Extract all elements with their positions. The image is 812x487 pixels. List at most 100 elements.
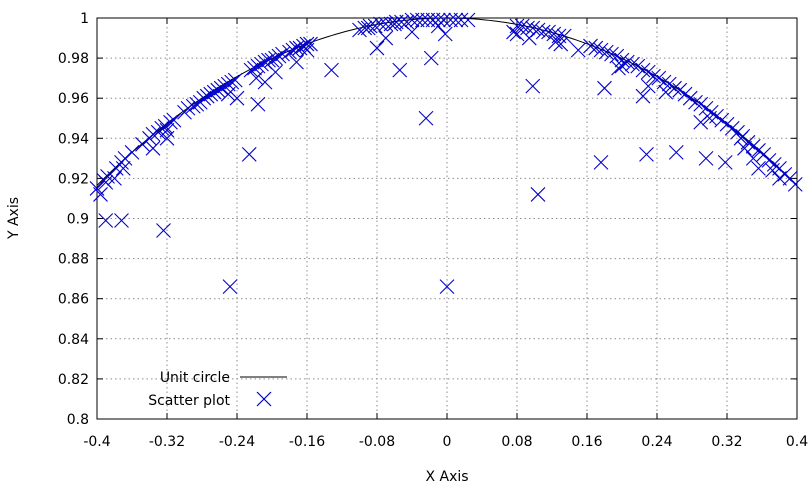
scatter-point <box>282 44 297 60</box>
y-tick-label: 0.98 <box>58 51 89 67</box>
scatter-point <box>222 279 238 295</box>
scatter-point <box>639 146 654 162</box>
scatter-point <box>220 86 236 102</box>
x-axis-title: X Axis <box>425 469 468 485</box>
scatter-point <box>460 12 476 28</box>
scatter-point <box>387 16 402 32</box>
scatter-point <box>250 58 266 74</box>
scatter-point <box>667 80 682 96</box>
scatter-point <box>404 12 420 28</box>
scatter-point <box>556 28 572 44</box>
scatter-point <box>614 58 630 74</box>
scatter-point <box>357 20 373 36</box>
scatter-point <box>117 150 133 166</box>
scatter-point <box>640 78 656 94</box>
scatter-point <box>598 44 614 60</box>
scatter-point <box>604 46 619 62</box>
y-tick-label: 1 <box>80 11 89 27</box>
x-tick-label: -0.32 <box>149 434 185 450</box>
scatter-point <box>430 12 446 28</box>
scatter-point <box>437 26 453 42</box>
scatter-point <box>702 110 717 126</box>
scatter-point <box>583 38 598 54</box>
y-tick-label: 0.82 <box>58 372 89 388</box>
scatter-point <box>166 112 182 128</box>
scatter-point <box>98 213 114 228</box>
scatter-point <box>229 90 245 106</box>
scatter-point <box>145 126 161 142</box>
scatter-point <box>415 12 430 28</box>
scatter-point <box>693 114 709 130</box>
scatter-point <box>588 40 604 56</box>
scatter-point <box>570 42 586 58</box>
scatter-point <box>635 88 651 104</box>
scatter-point <box>525 78 541 94</box>
scatter-point <box>525 20 541 36</box>
scatter-point <box>203 86 219 102</box>
x-tick-label: -0.08 <box>359 434 395 450</box>
scatter-point <box>635 62 651 78</box>
scatter-point <box>163 114 178 130</box>
scatter-point <box>593 154 609 170</box>
scatter-point <box>611 60 626 76</box>
scatter-point <box>369 40 385 56</box>
scatter-point <box>521 30 537 46</box>
scatter-point <box>448 12 464 28</box>
x-tick-label: 0.16 <box>571 434 602 450</box>
x-tick-label: -0.4 <box>83 434 110 450</box>
legend-label-scatter-plot: Scatter plot <box>148 393 230 409</box>
scatter-point <box>392 62 408 78</box>
scatter-point <box>409 12 425 28</box>
scatter-point <box>360 20 376 36</box>
scatter-point <box>247 60 262 76</box>
scatter-point <box>271 48 287 64</box>
y-axis-ticks: 0.8 0.82 0.84 0.86 0.88 0.9 0.92 0.94 0.96 0.98 1 <box>58 11 797 428</box>
grid-lines <box>97 18 797 419</box>
scatter-point <box>520 20 535 36</box>
scatter-point <box>553 36 569 52</box>
scatter-point <box>593 42 609 58</box>
scatter-point <box>224 74 240 90</box>
scatter-point <box>439 279 455 295</box>
scatter-point <box>264 52 280 68</box>
scatter-point <box>107 171 122 186</box>
y-tick-label: 0.94 <box>58 131 89 147</box>
scatter-point <box>159 130 175 146</box>
scatter-point <box>243 62 259 78</box>
y-tick-label: 0.86 <box>58 292 89 308</box>
x-tick-label: -0.24 <box>219 434 255 450</box>
scatter-point <box>688 94 703 110</box>
scatter-point <box>185 98 201 114</box>
legend-label-unit-circle: Unit circle <box>160 370 230 386</box>
scatter-point <box>159 122 175 138</box>
scatter-point <box>93 187 108 202</box>
scatter-point <box>658 84 674 100</box>
scatter-point <box>430 18 446 34</box>
scatter-point <box>733 130 749 146</box>
scatter-point <box>196 90 212 106</box>
scatter-point <box>656 74 672 90</box>
scatter-point <box>217 78 233 94</box>
scatter-point <box>299 42 315 58</box>
scatter-point <box>530 187 546 202</box>
legend-swatch-scatter-plot <box>256 391 272 407</box>
scatter-point <box>399 14 415 30</box>
scatter-point <box>213 80 229 96</box>
scatter-markers <box>89 12 803 295</box>
scatter-point <box>787 177 803 192</box>
y-tick-label: 0.84 <box>58 332 89 348</box>
scatter-point <box>199 88 215 104</box>
scatter-point <box>210 82 226 98</box>
y-axis-title: Y Axis <box>6 197 22 240</box>
scatter-point <box>352 22 367 38</box>
legend: Unit circle Scatter plot <box>148 370 287 409</box>
y-tick-label: 0.8 <box>67 412 89 428</box>
scatter-point <box>268 50 283 66</box>
scatter-point <box>254 56 269 72</box>
x-tick-label: 0.32 <box>711 434 742 450</box>
scatter-point <box>717 154 733 170</box>
y-tick-label: 0.92 <box>58 171 89 187</box>
y-tick-label: 0.88 <box>58 252 89 268</box>
scatter-point <box>257 74 273 90</box>
scatter-point <box>646 68 661 84</box>
